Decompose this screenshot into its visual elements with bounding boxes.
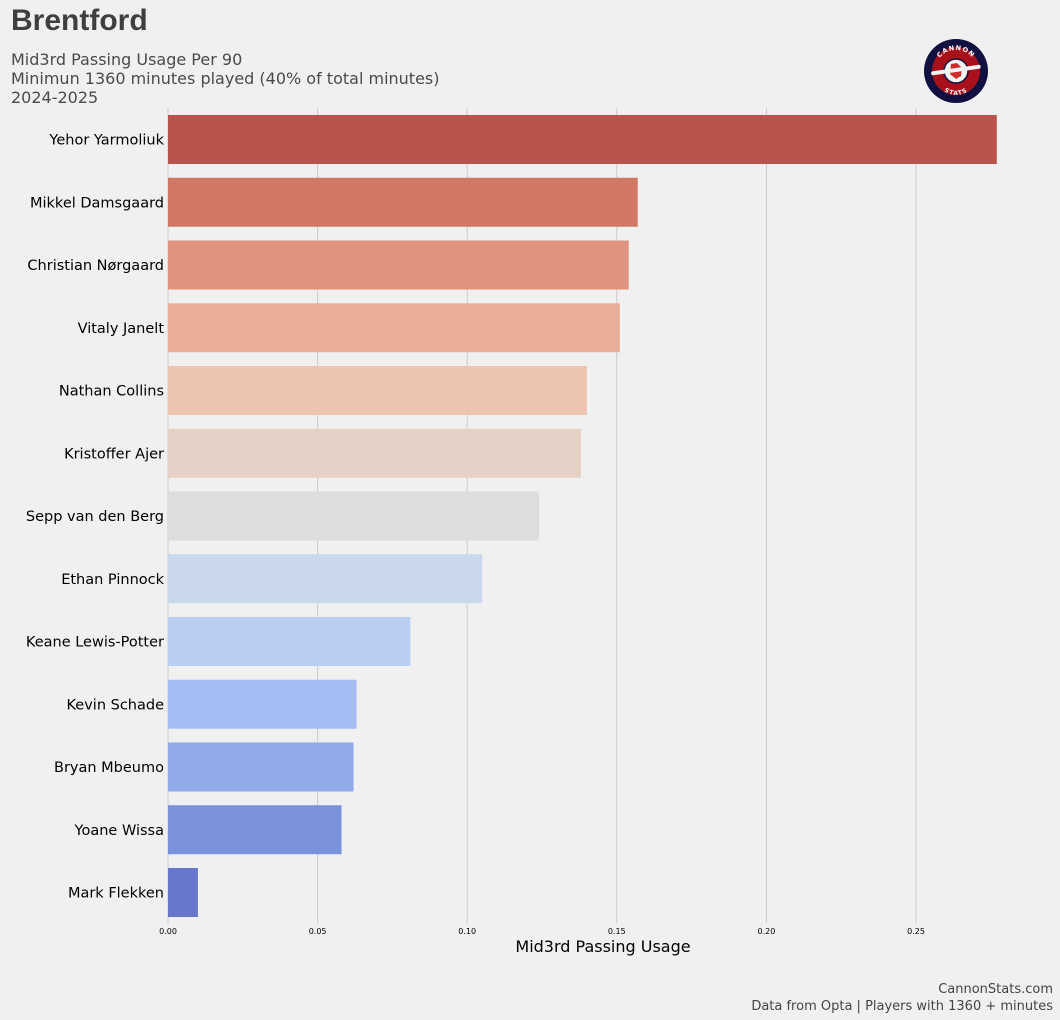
x-axis-label: Mid3rd Passing Usage (515, 937, 690, 956)
bar-3 (168, 303, 620, 353)
cannon-stats-logo: CANNON STATS (924, 39, 988, 103)
subtitle-minutes: Minimun 1360 minutes played (40% of tota… (11, 69, 440, 88)
footer-source: Data from Opta | Players with 1360 + min… (751, 999, 1053, 1014)
x-tick-label-0: 0.00 (159, 927, 177, 936)
x-tick-label-2: 0.10 (458, 927, 476, 936)
bar-1 (168, 177, 638, 227)
category-label-9: Kevin Schade (67, 697, 165, 713)
chart-title: Brentford (11, 4, 148, 37)
svg-text:STATS: STATS (943, 87, 969, 97)
bar-10 (168, 742, 354, 792)
category-label-10: Bryan Mbeumo (54, 760, 164, 776)
category-label-4: Nathan Collins (59, 384, 164, 400)
bar-6 (168, 491, 540, 541)
category-label-11: Yoane Wissa (74, 823, 164, 839)
category-label-2: Christian Nørgaard (27, 258, 164, 274)
category-label-3: Vitaly Janelt (78, 321, 165, 337)
subtitle-metric: Mid3rd Passing Usage Per 90 (11, 50, 243, 69)
bar-12 (168, 868, 198, 917)
category-label-8: Keane Lewis-Potter (26, 635, 164, 651)
x-tick-label-5: 0.25 (907, 927, 925, 936)
bar-2 (168, 240, 629, 290)
bar-11 (168, 805, 342, 855)
category-label-5: Kristoffer Ajer (64, 446, 164, 462)
x-tick-label-4: 0.20 (757, 927, 775, 936)
category-label-6: Sepp van den Berg (26, 509, 164, 525)
x-tick-label-3: 0.15 (608, 927, 626, 936)
bar-9 (168, 679, 357, 729)
bar-8 (168, 617, 411, 666)
bar-5 (168, 428, 581, 478)
category-label-1: Mikkel Damsgaard (30, 195, 164, 211)
x-tick-label-1: 0.05 (309, 927, 327, 936)
chart-subtitle: Mid3rd Passing Usage Per 90 Minimun 1360… (11, 50, 439, 107)
chart-footer: CannonStats.com Data from Opta | Players… (751, 981, 1053, 1015)
bar-7 (168, 554, 483, 604)
bar-4 (168, 366, 587, 415)
footer-site: CannonStats.com (938, 982, 1053, 997)
subtitle-season: 2024-2025 (11, 88, 99, 107)
bar-0 (168, 115, 997, 164)
category-label-0: Yehor Yarmoliuk (48, 133, 164, 149)
category-label-12: Mark Flekken (68, 886, 164, 902)
category-label-7: Ethan Pinnock (61, 572, 164, 588)
